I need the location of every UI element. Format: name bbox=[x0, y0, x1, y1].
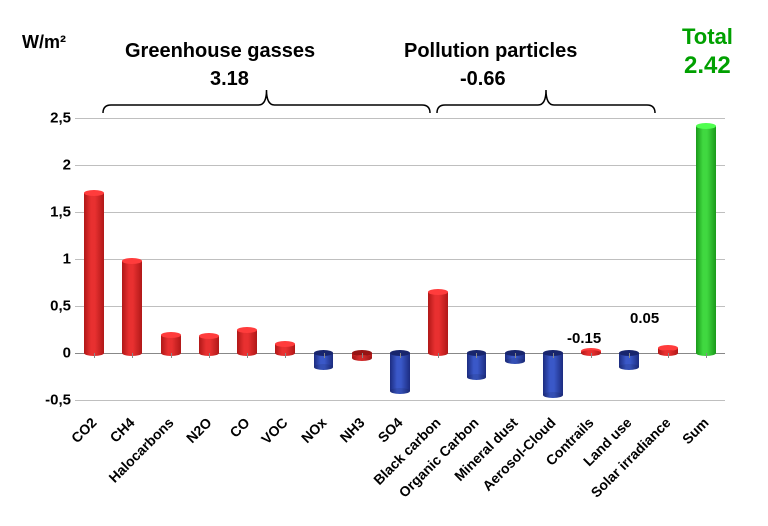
bar-bottom-cap bbox=[619, 364, 639, 370]
bar-body bbox=[84, 193, 104, 353]
value-annotation: 0.05 bbox=[630, 310, 659, 327]
bar-top-cap bbox=[122, 258, 142, 264]
y-tick-label: 1 bbox=[63, 251, 71, 268]
radiative-forcing-chart: W/m² Greenhouse gasses 3.18 Pollution pa… bbox=[0, 0, 768, 526]
bar-body bbox=[390, 353, 410, 391]
x-tick bbox=[476, 353, 477, 358]
x-tick bbox=[132, 353, 133, 358]
bar-n2o bbox=[199, 336, 219, 353]
gridline bbox=[75, 259, 725, 260]
x-axis-label: Aerosol-Cloud bbox=[547, 414, 558, 425]
bar-co2 bbox=[84, 193, 104, 353]
x-axis-label: NH3 bbox=[356, 414, 367, 425]
gridline bbox=[75, 165, 725, 166]
bar-top-cap bbox=[199, 333, 219, 339]
x-tick bbox=[591, 353, 592, 358]
x-axis-label: Mineral dust bbox=[509, 414, 520, 425]
plot-area bbox=[75, 118, 725, 400]
x-axis-label: CO bbox=[241, 414, 252, 425]
y-tick-label: -0,5 bbox=[45, 392, 71, 409]
greenhouse-group-label: Greenhouse gasses bbox=[125, 40, 315, 63]
x-axis-label: Organic Carbon bbox=[471, 414, 482, 425]
bar-co bbox=[237, 330, 257, 353]
x-tick bbox=[94, 353, 95, 358]
x-tick bbox=[362, 353, 363, 358]
bar-top-cap bbox=[161, 332, 181, 338]
x-axis-label: Sum bbox=[700, 414, 711, 425]
x-tick bbox=[629, 353, 630, 358]
y-tick-label: 2,5 bbox=[50, 110, 71, 127]
total-value: 2.42 bbox=[684, 52, 731, 80]
bar-so4 bbox=[390, 353, 410, 391]
y-tick-label: 2 bbox=[63, 157, 71, 174]
bar-bottom-cap bbox=[543, 392, 563, 398]
x-axis-label: Halocarbons bbox=[165, 414, 176, 425]
y-tick-label: 0 bbox=[63, 345, 71, 362]
gridline bbox=[75, 118, 725, 119]
gridline bbox=[75, 400, 725, 401]
x-axis-label: SO4 bbox=[394, 414, 405, 425]
bar-body bbox=[696, 126, 716, 353]
gridline bbox=[75, 306, 725, 307]
bar-top-cap bbox=[696, 123, 716, 129]
total-label: Total bbox=[682, 24, 733, 50]
y-tick-label: 1,5 bbox=[50, 204, 71, 221]
x-axis-label: Contrails bbox=[586, 414, 597, 425]
x-tick bbox=[209, 353, 210, 358]
bar-body bbox=[543, 353, 563, 395]
bar-aerosol-cloud bbox=[543, 353, 563, 395]
x-tick bbox=[515, 353, 516, 358]
x-tick bbox=[247, 353, 248, 358]
x-tick bbox=[438, 353, 439, 358]
bar-bottom-cap bbox=[390, 388, 410, 394]
bar-halocarbons bbox=[161, 335, 181, 353]
x-axis-label: Land use bbox=[624, 414, 635, 425]
x-axis-label: CO2 bbox=[88, 414, 99, 425]
bar-top-cap bbox=[428, 289, 448, 295]
bar-body bbox=[122, 261, 142, 353]
x-axis-label: Solar irradiance bbox=[662, 414, 673, 425]
value-annotation: -0.15 bbox=[567, 330, 601, 347]
x-tick bbox=[553, 353, 554, 358]
x-axis-label: CH4 bbox=[127, 414, 138, 425]
y-axis-unit-label: W/m² bbox=[22, 32, 66, 53]
x-tick bbox=[171, 353, 172, 358]
bar-bottom-cap bbox=[505, 358, 525, 364]
x-axis-label: NOx bbox=[318, 414, 329, 425]
bar-ch4 bbox=[122, 261, 142, 353]
bar-body bbox=[428, 292, 448, 353]
bar-voc bbox=[275, 344, 295, 353]
x-tick bbox=[324, 353, 325, 358]
y-tick-label: 0,5 bbox=[50, 298, 71, 315]
x-axis-label: VOC bbox=[280, 414, 291, 425]
bar-black-carbon bbox=[428, 292, 448, 353]
bar-top-cap bbox=[275, 341, 295, 347]
bar-sum bbox=[696, 126, 716, 353]
x-axis-label: N2O bbox=[203, 414, 214, 425]
x-axis-label: Black carbon bbox=[433, 414, 444, 425]
x-tick bbox=[668, 353, 669, 358]
x-tick bbox=[285, 353, 286, 358]
bar-bottom-cap bbox=[314, 364, 334, 370]
x-tick bbox=[400, 353, 401, 358]
bar-bottom-cap bbox=[467, 374, 487, 380]
gridline bbox=[75, 212, 725, 213]
pollution-group-label: Pollution particles bbox=[404, 40, 577, 63]
x-tick bbox=[706, 353, 707, 358]
